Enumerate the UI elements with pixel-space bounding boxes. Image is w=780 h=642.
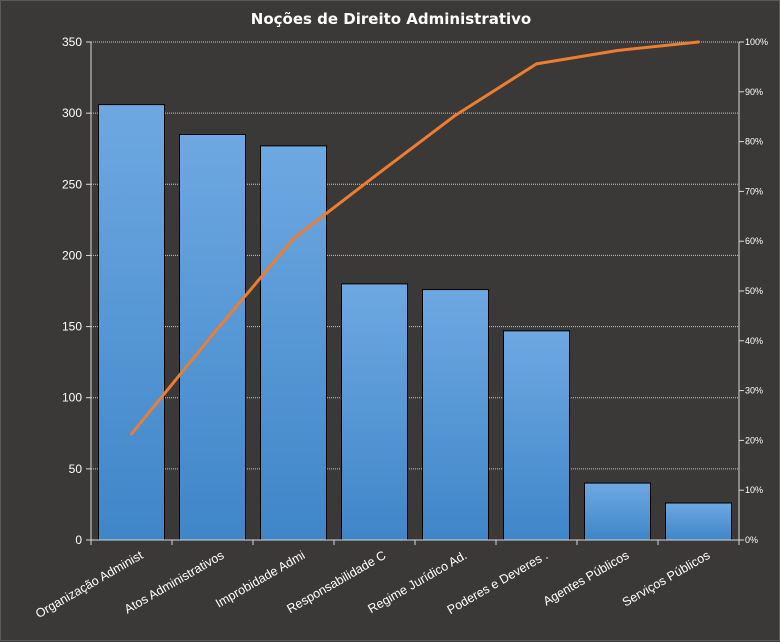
y-axis-right-ticks: 0% 10% 20% 30% 40% 50% 60% 70% 80% 90% 100%	[745, 37, 768, 545]
line-point	[535, 62, 538, 66]
y-tick-label: 200	[62, 248, 82, 262]
y2-tick-label: 100%	[745, 37, 768, 47]
cumulative-line	[130, 40, 699, 435]
x-tick-label: Agentes Públicos	[541, 548, 632, 608]
y2-tick-label: 50%	[745, 286, 763, 296]
axes	[86, 41, 744, 545]
bar-series	[98, 104, 732, 541]
bar	[179, 133, 246, 541]
y-tick-label: 250	[62, 177, 82, 191]
y2-tick-label: 30%	[745, 386, 763, 396]
y-tick-label: 50	[69, 462, 83, 476]
y2-tick-label: 80%	[745, 137, 763, 147]
y-tick-label: 300	[62, 106, 82, 120]
bar	[98, 104, 165, 541]
line-point	[130, 432, 133, 436]
line-point	[211, 333, 214, 337]
bar	[503, 330, 570, 541]
y-tick-label: 150	[62, 320, 82, 334]
chart-title: Noções de Direito Administrativo	[251, 10, 531, 28]
bar	[341, 283, 408, 541]
cumulative-line-series	[130, 40, 700, 436]
bar	[584, 482, 651, 541]
y-axis-left-ticks: 0 50 100 150 200 250 300 350	[62, 35, 82, 547]
y2-tick-label: 20%	[745, 435, 763, 445]
line-point	[616, 48, 619, 52]
y2-tick-label: 60%	[745, 236, 763, 246]
y2-tick-label: 0%	[745, 535, 758, 545]
y-tick-label: 0	[75, 533, 82, 547]
x-tick-label: Serviços Públicos	[620, 548, 712, 609]
bar	[260, 145, 327, 541]
y-tick-label: 350	[62, 35, 82, 49]
y2-tick-label: 10%	[745, 485, 763, 495]
y2-tick-label: 90%	[745, 87, 763, 97]
line-point	[373, 174, 376, 178]
bar	[665, 502, 732, 541]
line-point	[454, 113, 457, 117]
y2-tick-label: 40%	[745, 336, 763, 346]
y-tick-label: 100	[62, 391, 82, 405]
bar	[422, 289, 489, 541]
line-point	[697, 40, 700, 44]
y2-tick-label: 70%	[745, 186, 763, 196]
line-point	[292, 237, 295, 241]
